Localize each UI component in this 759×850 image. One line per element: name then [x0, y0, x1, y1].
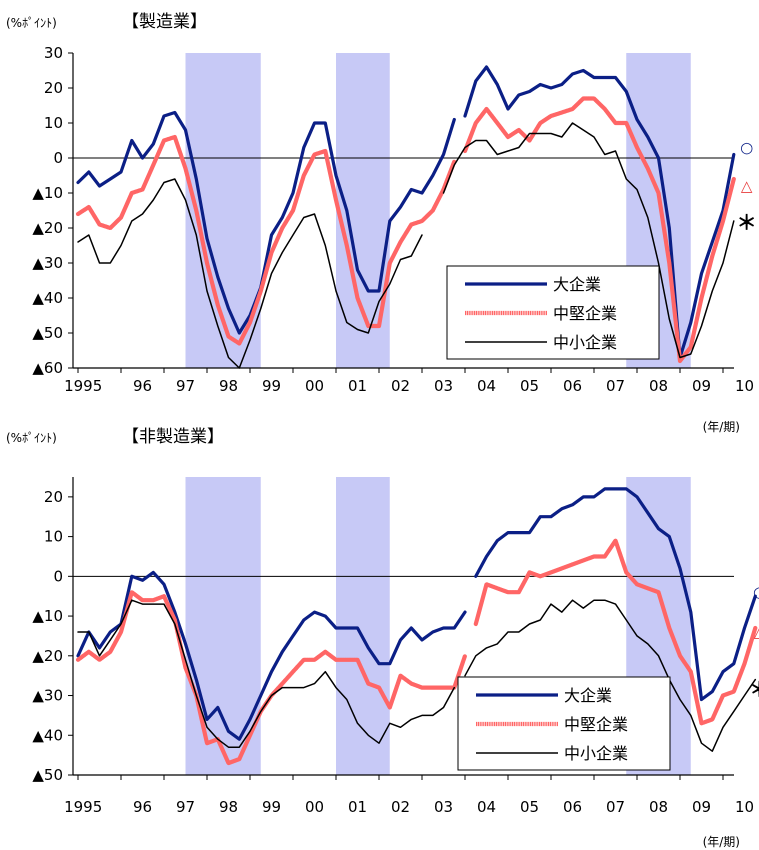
x-tick-label: 1995: [64, 377, 102, 395]
forecast-marker: △: [741, 177, 753, 195]
x-axis-label: (年/期): [703, 835, 740, 849]
forecast-marker: ＊: [750, 678, 759, 702]
x-tick-label: 99: [262, 798, 281, 816]
x-tick-label: 04: [477, 798, 496, 816]
x-tick-label: 96: [133, 798, 152, 816]
x-tick-label: 07: [606, 377, 625, 395]
legend-label: 中堅企業: [564, 715, 628, 734]
chart-title: 【非製造業】: [122, 427, 224, 447]
y-tick-label: ▲10: [32, 607, 63, 625]
x-tick-label: 00: [305, 798, 324, 816]
x-tick-label: 04: [477, 377, 496, 395]
y-axis-label: (%ﾎﾟｲﾝﾄ): [6, 431, 57, 445]
x-tick-label: 02: [391, 377, 410, 395]
y-tick-label: 30: [44, 44, 63, 62]
chart-title: 【製造業】: [122, 12, 207, 32]
x-tick-label: 02: [391, 798, 410, 816]
x-tick-label: 98: [219, 377, 238, 395]
forecast-marker: ＊: [737, 211, 757, 235]
x-tick-label: 07: [606, 798, 625, 816]
series-line-1: [76, 487, 757, 741]
y-axis-label: (%ﾎﾟｲﾝﾄ): [6, 16, 57, 30]
y-tick-label: ▲10: [32, 184, 63, 202]
x-tick-label: 05: [520, 798, 539, 816]
series-line-1: [76, 65, 736, 360]
x-tick-label: 03: [434, 377, 453, 395]
y-tick-label: ▲40: [32, 726, 63, 744]
legend-label: 中小企業: [553, 333, 617, 352]
y-tick-label: ▲20: [32, 219, 63, 237]
legend-label: 大企業: [553, 275, 601, 294]
x-tick-label: 10: [735, 798, 754, 816]
y-tick-label: ▲50: [32, 324, 63, 342]
x-tick-label: 05: [520, 377, 539, 395]
x-tick-label: 97: [176, 377, 195, 395]
legend-label: 中堅企業: [553, 304, 617, 323]
x-tick-label: 10: [735, 377, 754, 395]
x-tick-label: 06: [563, 798, 582, 816]
y-tick-label: ▲30: [32, 687, 63, 705]
y-tick-label: 0: [53, 149, 63, 167]
recession-band: [336, 477, 390, 775]
x-tick-label: 99: [262, 377, 281, 395]
forecast-marker: ○: [753, 583, 759, 601]
x-tick-label: 1995: [64, 798, 102, 816]
x-tick-label: 00: [305, 377, 324, 395]
x-tick-label: 09: [692, 798, 711, 816]
series-line-3: [77, 599, 757, 752]
y-tick-label: 20: [44, 79, 63, 97]
y-tick-label: 20: [44, 488, 63, 506]
x-axis-label: (年/期): [703, 420, 740, 434]
x-tick-label: 08: [649, 377, 668, 395]
x-tick-label: 97: [176, 798, 195, 816]
y-tick-label: ▲30: [32, 254, 63, 272]
forecast-marker: ○: [740, 139, 753, 157]
x-tick-label: 96: [133, 377, 152, 395]
forecast-marker: △: [754, 623, 759, 641]
x-tick-label: 08: [649, 798, 668, 816]
series-line-2: [75, 96, 736, 364]
y-tick-label: 10: [44, 528, 63, 546]
legend-label: 中小企業: [564, 744, 628, 763]
y-tick-label: ▲40: [32, 289, 63, 307]
x-tick-label: 09: [692, 377, 711, 395]
y-tick-label: ▲20: [32, 647, 63, 665]
y-tick-label: 0: [53, 567, 63, 585]
x-tick-label: 06: [563, 377, 582, 395]
recession-band: [185, 477, 261, 775]
y-tick-label: 10: [44, 114, 63, 132]
x-tick-label: 98: [219, 798, 238, 816]
y-tick-label: ▲50: [32, 766, 63, 784]
y-tick-label: ▲60: [32, 359, 63, 377]
series-line-3: [77, 122, 735, 369]
x-tick-label: 01: [348, 798, 367, 816]
x-tick-label: 03: [434, 798, 453, 816]
x-tick-label: 01: [348, 377, 367, 395]
legend-label: 大企業: [564, 686, 612, 705]
